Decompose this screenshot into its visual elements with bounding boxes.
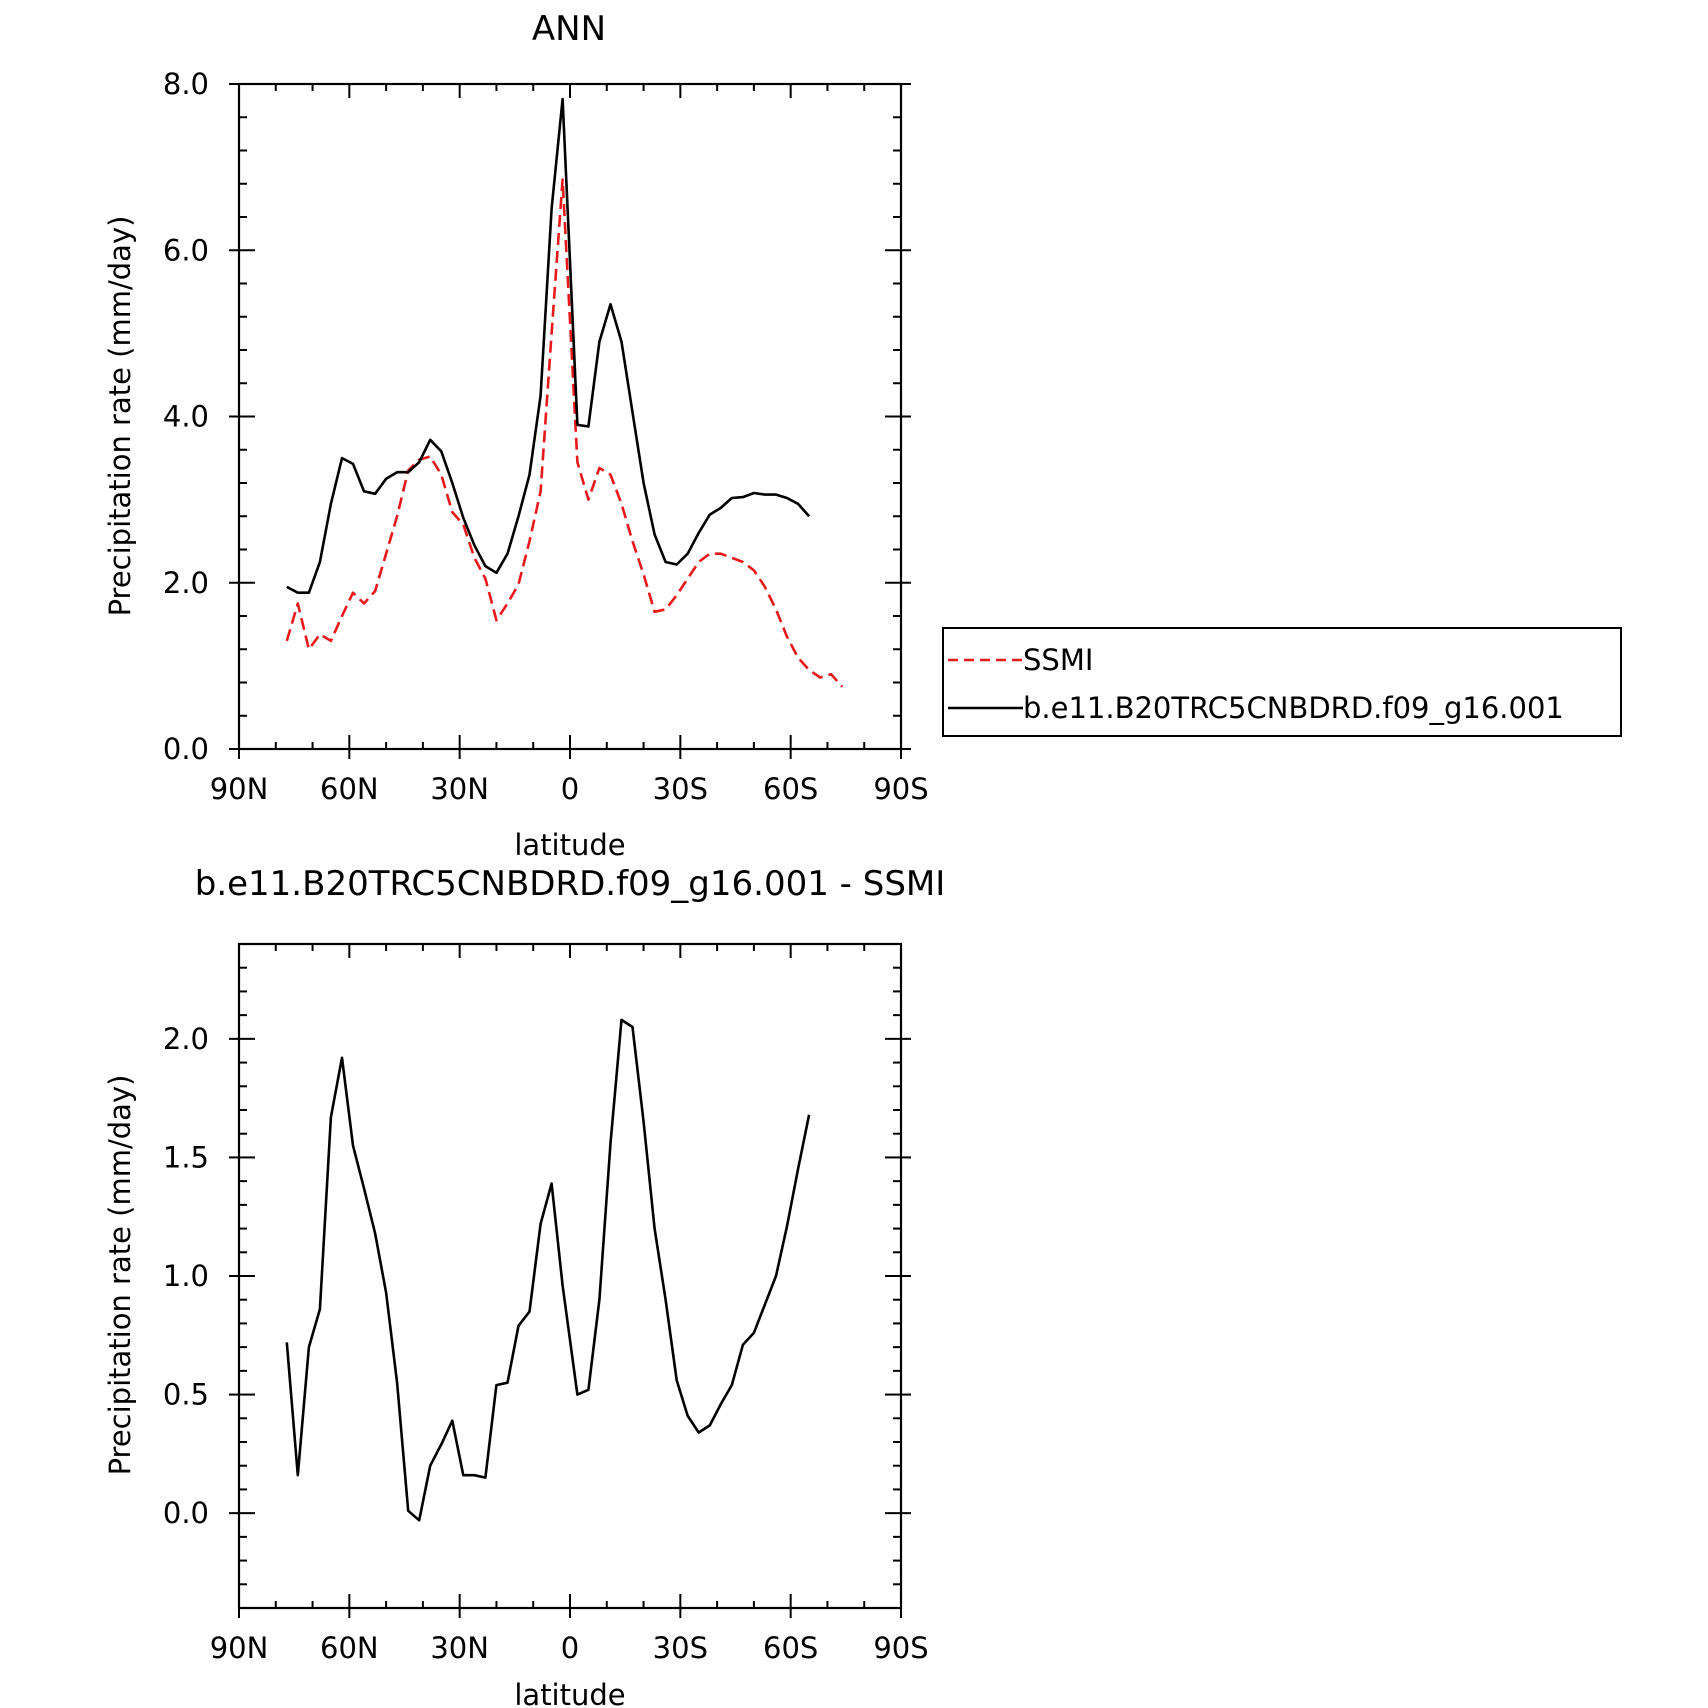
x-tick-label: 0 — [561, 772, 579, 806]
bottom-plot-frame — [237, 942, 903, 1610]
top-y-tick-labels: 0.0 2.0 4.0 6.0 8.0 — [163, 67, 209, 766]
x-tick-label: 60S — [763, 1631, 818, 1665]
y-tick-label: 0.0 — [163, 732, 209, 766]
x-tick-label: 0 — [561, 1631, 579, 1665]
legend-entry-model: b.e11.B20TRC5CNBDRD.f09_g16.001 — [1023, 691, 1564, 725]
x-tick-label: 30S — [653, 1631, 708, 1665]
y-tick-label: 2.0 — [163, 566, 209, 600]
x-tick-label: 90S — [873, 1631, 928, 1665]
x-tick-label: 60N — [320, 772, 379, 806]
x-tick-label: 60N — [320, 1631, 379, 1665]
bottom-series-lines — [285, 1018, 811, 1522]
y-tick-label: 0.0 — [163, 1496, 209, 1530]
y-tick-label: 2.0 — [163, 1022, 209, 1056]
x-tick-label: 90N — [210, 1631, 269, 1665]
y-tick-label: 1.0 — [163, 1259, 209, 1293]
series-line-ssmi — [285, 178, 844, 688]
y-tick-label: 8.0 — [163, 67, 209, 101]
bottom-x-axis-label: latitude — [514, 1678, 625, 1708]
top-plot-frame — [237, 82, 903, 751]
top-chart-title: ANN — [532, 9, 606, 49]
bottom-y-tick-labels: 0.0 0.5 1.0 1.5 2.0 — [163, 1022, 209, 1530]
top-x-axis-label: latitude — [514, 828, 625, 862]
x-tick-label: 90S — [873, 772, 928, 806]
x-tick-label: 30N — [430, 772, 489, 806]
x-tick-label: 30N — [430, 1631, 489, 1665]
bottom-axis-ticks — [229, 943, 911, 1618]
top-series-lines — [285, 97, 844, 688]
bottom-y-axis-label: Precipitation rate (mm/day) — [103, 1075, 137, 1476]
bottom-chart-title: b.e11.B20TRC5CNBDRD.f09_g16.001 - SSMI — [195, 864, 946, 904]
bottom-x-tick-labels: 90N 60N 30N 0 30S 60S 90S — [210, 1631, 929, 1665]
legend-box — [942, 627, 1622, 737]
top-x-tick-labels: 90N 60N 30N 0 30S 60S 90S — [210, 772, 929, 806]
legend-entry-ssmi: SSMI — [1023, 643, 1093, 677]
y-tick-label: 4.0 — [163, 400, 209, 434]
x-tick-label: 60S — [763, 772, 818, 806]
x-tick-label: 30S — [653, 772, 708, 806]
y-tick-label: 1.5 — [163, 1140, 209, 1174]
panel-top: ANN 0.02.04.06.08.0 90N 60N 30N 0 30S 60S 90S … — [103, 9, 929, 862]
x-tick-label: 90N — [210, 772, 269, 806]
y-tick-label: 6.0 — [163, 233, 209, 267]
series-line-difference — [285, 1018, 811, 1522]
series-line-b-e11-b20trc5cnbdrd-f09-g16-001 — [286, 97, 811, 595]
panel-bottom: b.e11.B20TRC5CNBDRD.f09_g16.001 - SSMI 0… — [103, 864, 945, 1708]
top-axis-ticks — [229, 83, 911, 759]
top-y-axis-label: Precipitation rate (mm/day) — [103, 216, 137, 617]
y-tick-label: 0.5 — [163, 1378, 209, 1412]
legend: SSMI b.e11.B20TRC5CNBDRD.f09_g16.001 — [942, 627, 1622, 737]
